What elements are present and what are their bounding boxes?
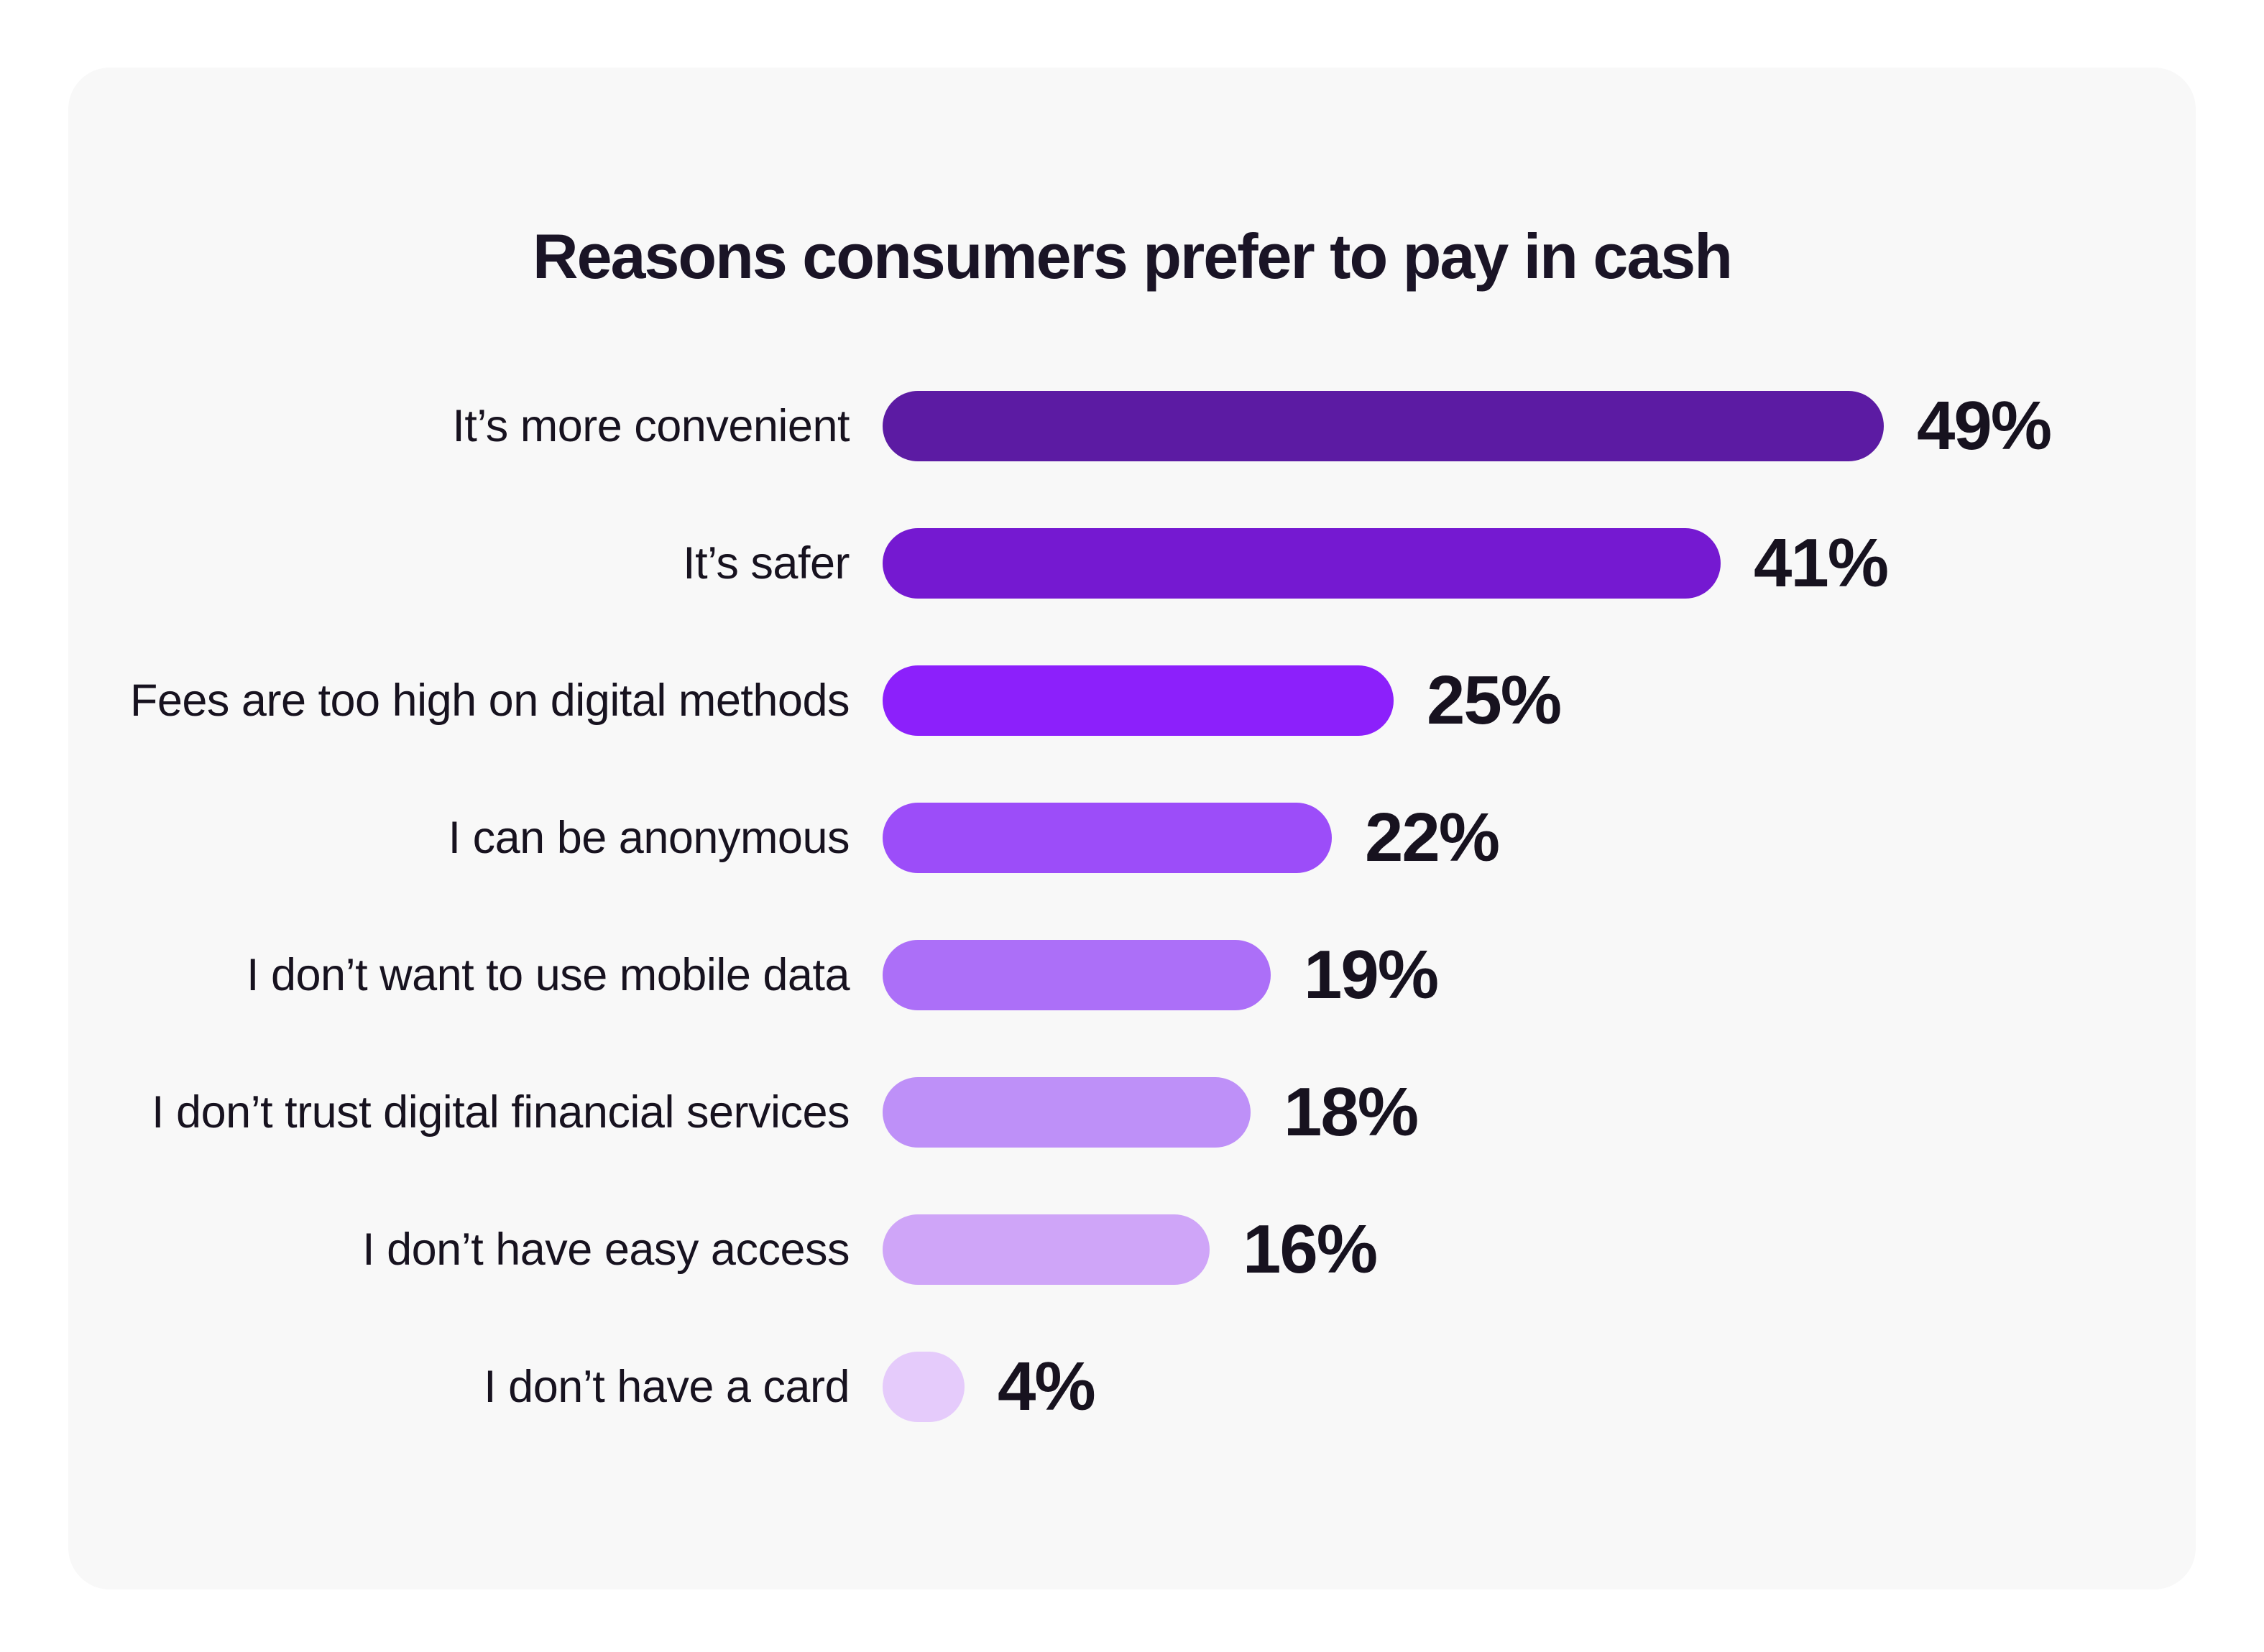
bar-value: 19% <box>1304 936 1439 1013</box>
bar-row: Fees are too high on digital methods 25% <box>68 632 2196 769</box>
bar-row: I don’t trust digital financial services… <box>68 1043 2196 1181</box>
bar <box>883 1351 965 1422</box>
bar-row: I can be anonymous 22% <box>68 769 2196 906</box>
bar-label: It’s safer <box>683 537 850 589</box>
bar <box>883 527 1721 599</box>
bar-label: I don’t have easy access <box>362 1224 850 1275</box>
chart-title: Reasons consumers prefer to pay in cash <box>533 221 1733 292</box>
bar-label: I can be anonymous <box>448 812 850 863</box>
bar-value: 4% <box>998 1347 1096 1425</box>
bar-label: I don’t want to use mobile data <box>246 949 850 1000</box>
bar <box>883 802 1332 873</box>
bar-row: It’s more convenient 49% <box>68 357 2196 494</box>
bar-label: It’s more convenient <box>452 400 850 451</box>
bar <box>883 665 1394 736</box>
bar-row: I don’t have easy access 16% <box>68 1181 2196 1318</box>
bar-row: I don’t have a card 4% <box>68 1318 2196 1455</box>
bar-value: 22% <box>1365 798 1500 876</box>
bar-value: 49% <box>1917 387 2052 464</box>
bar <box>883 1076 1251 1148</box>
bar <box>883 390 1884 461</box>
bar-chart: It’s more convenient 49% It’s safer 41% Fees… <box>68 357 2196 1455</box>
bar-row: I don’t want to use mobile data 19% <box>68 906 2196 1043</box>
chart-card: Reasons consumers prefer to pay in cash … <box>68 68 2196 1589</box>
bar-row: It’s safer 41% <box>68 494 2196 632</box>
bar <box>883 939 1271 1010</box>
bar-label: I don’t have a card <box>484 1361 850 1412</box>
bar-value: 16% <box>1243 1210 1378 1288</box>
bar <box>883 1214 1210 1285</box>
bar-value: 25% <box>1427 661 1562 739</box>
bar-value: 41% <box>1754 524 1889 601</box>
bar-label: Fees are too high on digital methods <box>129 675 850 726</box>
bar-value: 18% <box>1284 1073 1419 1150</box>
bar-label: I don’t trust digital financial services <box>152 1086 850 1138</box>
